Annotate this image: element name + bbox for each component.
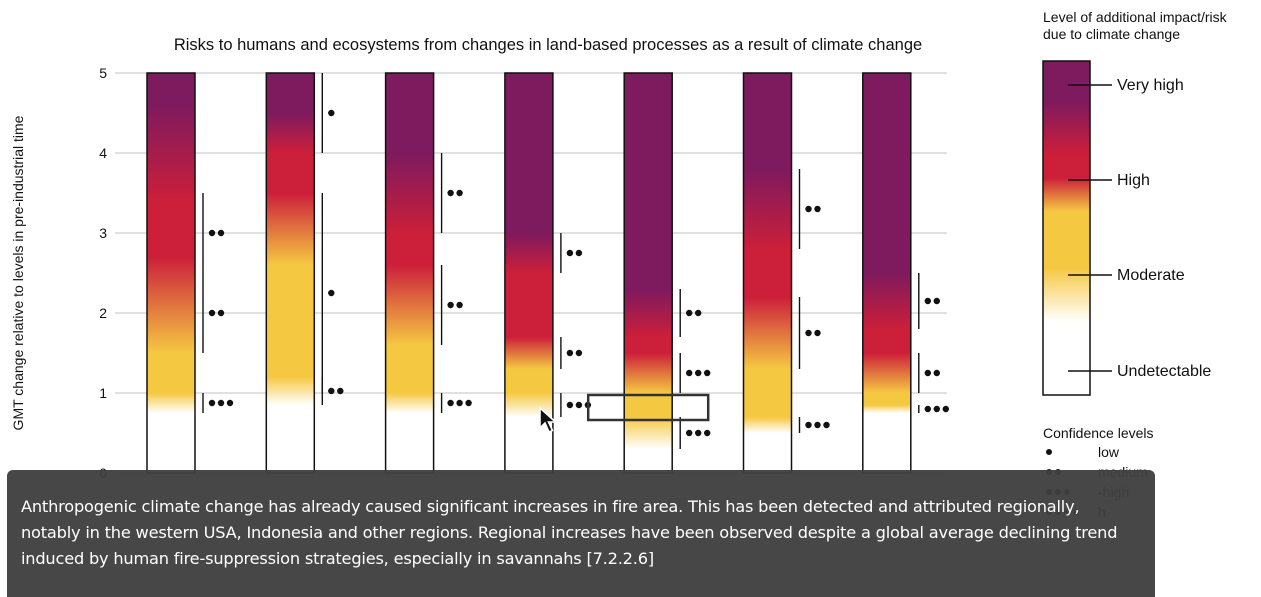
y-axis-label: GMT change relative to levels in pre-ind… (10, 115, 26, 430)
confidence-dot (337, 387, 344, 395)
confidence-dot (814, 329, 821, 337)
confidence-dot (217, 309, 225, 317)
legend-level-label: High (1117, 172, 1150, 189)
legend-level-label: Very high (1117, 77, 1184, 94)
y-tick-label: 1 (99, 385, 107, 401)
confidence-dot (933, 297, 940, 305)
y-tick-labels: 012345 (99, 65, 107, 481)
confidence-dot (217, 229, 225, 237)
confidence-dot (575, 249, 583, 257)
confidence-dot (208, 309, 216, 317)
y-tick-label: 5 (99, 65, 107, 81)
confidence-dot (208, 399, 216, 407)
confidence-dot (704, 369, 711, 377)
legend-level-label: Undetectable (1117, 363, 1211, 380)
confidence-dot (328, 387, 335, 395)
confidence-dot (805, 205, 812, 213)
confidence-dot (226, 399, 234, 407)
risk-bar (385, 73, 434, 473)
confidence-dot (566, 249, 574, 257)
legend-title-line-2: due to climate change (1043, 26, 1180, 42)
confidence-dot (924, 297, 931, 305)
confidence-dot (933, 405, 940, 413)
legend: Level of additional impact/risk due to c… (1042, 9, 1228, 520)
confidence-dot (924, 405, 931, 413)
confidence-dot (328, 109, 335, 117)
confidence-dot (814, 205, 821, 213)
confidence-dot (924, 369, 931, 377)
confidence-legend-dot (1046, 449, 1052, 455)
risk-bar (266, 73, 315, 473)
confidence-dot (575, 401, 583, 409)
confidence-dot (447, 399, 454, 407)
risk-bar (147, 73, 195, 473)
risk-bar (743, 73, 792, 473)
confidence-dot (566, 349, 574, 357)
confidence-dot (805, 421, 812, 429)
confidence-dot (704, 429, 711, 437)
risk-bar (504, 73, 553, 473)
info-tooltip: Anthropogenic climate change has already… (7, 470, 1155, 597)
confidence-dot (814, 421, 821, 429)
confidence-dot (686, 429, 693, 437)
chart-title: Risks to humans and ecosystems from chan… (174, 36, 922, 54)
confidence-dot (465, 399, 472, 407)
risk-bar (862, 73, 911, 473)
y-tick-label: 4 (99, 145, 107, 161)
confidence-markers (202, 73, 949, 449)
confidence-dot (686, 369, 693, 377)
confidence-dot (447, 301, 454, 309)
legend-level-label: Moderate (1117, 267, 1185, 284)
confidence-dot (456, 301, 463, 309)
selection-highlight-box[interactable] (586, 393, 710, 422)
confidence-dot (208, 229, 216, 237)
mouse-cursor-icon (539, 406, 558, 434)
confidence-dot (686, 309, 693, 317)
y-tick-label: 2 (99, 305, 107, 321)
y-tick-label: 3 (99, 225, 107, 241)
confidence-dot (456, 189, 463, 197)
confidence-dot (575, 349, 583, 357)
confidence-dot (447, 189, 454, 197)
confidence-dot (933, 369, 940, 377)
confidence-dot (823, 421, 830, 429)
tooltip-text: Anthropogenic climate change has already… (21, 497, 1118, 568)
legend-color-scale (1042, 60, 1091, 396)
legend-title-line-1: Level of additional impact/risk (1043, 9, 1228, 25)
confidence-dot (695, 429, 702, 437)
confidence-dot (328, 289, 335, 297)
confidence-dot (566, 401, 574, 409)
confidence-dot (695, 309, 702, 317)
confidence-dot (805, 329, 812, 337)
confidence-dot (695, 369, 702, 377)
risk-bars (146, 72, 912, 474)
confidence-legend-label: low (1098, 444, 1120, 460)
confidence-legend-title: Confidence levels (1043, 425, 1154, 441)
confidence-dot (456, 399, 463, 407)
confidence-dot (942, 405, 949, 413)
risk-bar (624, 73, 673, 473)
confidence-dot (217, 399, 225, 407)
